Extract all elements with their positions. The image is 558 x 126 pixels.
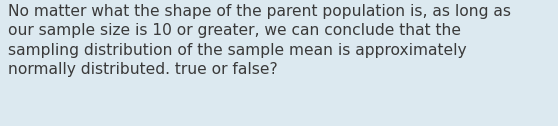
Text: No matter what the shape of the parent population is, as long as
our sample size: No matter what the shape of the parent p…	[8, 4, 511, 77]
